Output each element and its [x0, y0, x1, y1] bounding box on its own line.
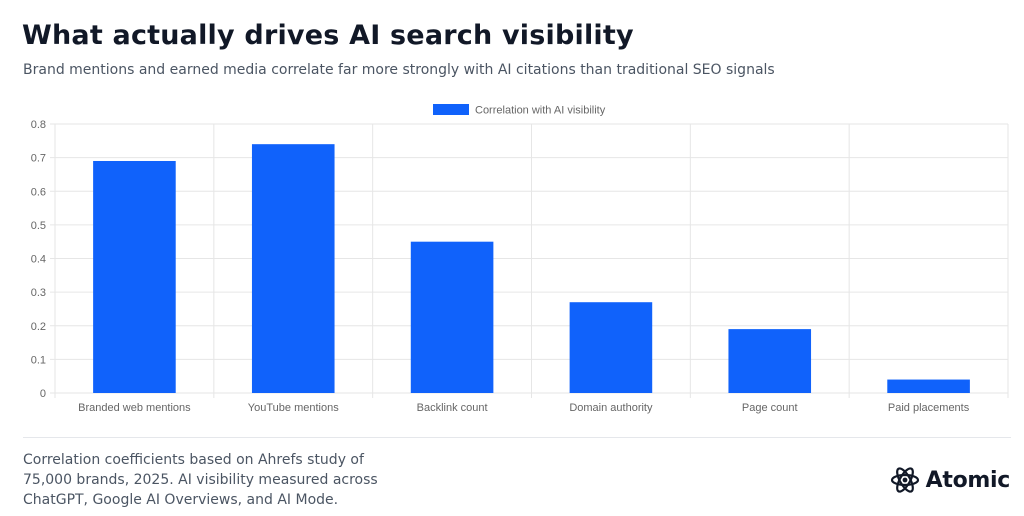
y-tick-label: 0.8: [31, 119, 46, 131]
x-tick-label: Page count: [742, 402, 798, 414]
atomic-logo-icon: [890, 467, 919, 493]
chart-subtitle: Brand mentions and earned media correlat…: [23, 62, 775, 78]
bar: [887, 379, 970, 393]
bar: [728, 329, 812, 393]
x-tick-label: Domain authority: [569, 402, 653, 414]
y-tick-label: 0: [40, 388, 46, 400]
bar: [410, 241, 494, 393]
source-footnote: Correlation coefficients based on Ahrefs…: [23, 452, 378, 508]
bar-chart: Correlation with AI visibility 0 0.1 0.2 0.…: [31, 104, 1009, 414]
y-tick-label: 0.2: [31, 321, 46, 333]
y-tick-label: 0.1: [31, 354, 46, 366]
chart-title: What actually drives AI search visibilit…: [22, 20, 634, 51]
x-tick-label: Paid placements: [888, 402, 970, 414]
chart-legend: Correlation with AI visibility: [433, 104, 606, 117]
legend-swatch: [433, 104, 469, 115]
bar: [93, 160, 176, 393]
x-tick-label: YouTube mentions: [248, 402, 339, 414]
y-tick-label: 0.3: [31, 287, 46, 299]
y-tick-label: 0.7: [31, 153, 46, 165]
footer-divider: [23, 437, 1011, 438]
y-axis-ticks: 0 0.1 0.2 0.3 0.4 0.5 0.6 0.7 0.8: [31, 119, 46, 400]
brand-logo: Atomic: [890, 465, 1010, 495]
y-tick-label: 0.5: [31, 220, 46, 232]
bar: [569, 302, 653, 393]
bars: [93, 144, 970, 393]
y-tick-label: 0.6: [31, 186, 46, 198]
x-tick-label: Backlink count: [417, 402, 488, 414]
grid-lines: [50, 123, 1009, 398]
bar: [251, 144, 335, 393]
x-axis-ticks: Branded web mentions YouTube mentions Back…: [78, 402, 970, 414]
legend-label: Correlation with AI visibility: [475, 105, 606, 117]
brand-name: Atomic: [925, 467, 1011, 493]
y-tick-label: 0.4: [31, 254, 46, 266]
x-tick-label: Branded web mentions: [78, 402, 191, 414]
